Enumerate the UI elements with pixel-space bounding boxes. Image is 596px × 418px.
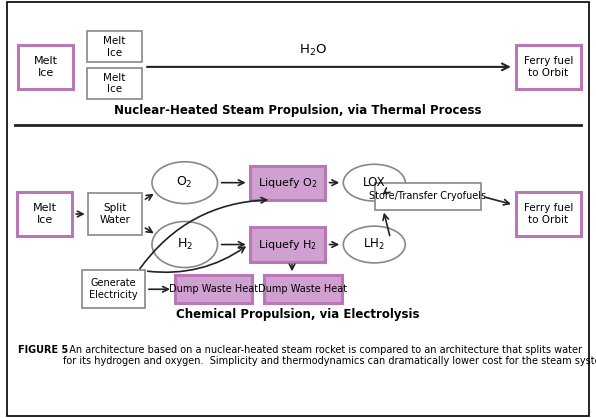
Text: Split
Water: Split Water [100, 203, 131, 225]
Bar [516, 192, 581, 236]
Text: An architecture based on a nuclear-heated steam rocket is compared to an archite: An architecture based on a nuclear-heate… [63, 345, 596, 367]
Bar [87, 68, 142, 99]
Text: Generate
Electricity: Generate Electricity [89, 278, 138, 300]
Ellipse shape [343, 226, 405, 263]
Ellipse shape [152, 222, 218, 268]
Text: Liquefy O$_2$: Liquefy O$_2$ [257, 176, 317, 190]
Text: Nuclear-Heated Steam Propulsion, via Thermal Process: Nuclear-Heated Steam Propulsion, via The… [114, 104, 482, 117]
Bar [18, 45, 73, 89]
Ellipse shape [343, 164, 405, 201]
Bar [264, 275, 342, 303]
Text: Dump Waste Heat: Dump Waste Heat [258, 284, 347, 294]
Text: Melt
Ice: Melt Ice [33, 203, 57, 225]
Text: Melt
Ice: Melt Ice [34, 56, 58, 78]
Text: Dump Waste Heat: Dump Waste Heat [169, 284, 258, 294]
Text: Melt
Ice: Melt Ice [103, 73, 126, 94]
Bar [87, 31, 142, 62]
Text: Store/Transfer Cryofuels: Store/Transfer Cryofuels [370, 191, 486, 201]
Text: H$_2$O: H$_2$O [299, 43, 327, 58]
Bar [250, 166, 324, 200]
Bar [82, 270, 144, 308]
Text: O$_2$: O$_2$ [176, 175, 193, 190]
Ellipse shape [152, 162, 218, 204]
Text: Ferry fuel
to Orbit: Ferry fuel to Orbit [524, 56, 573, 78]
Bar [516, 45, 581, 89]
Text: H$_2$: H$_2$ [176, 237, 193, 252]
Text: LH$_2$: LH$_2$ [364, 237, 385, 252]
Bar [250, 227, 324, 262]
Bar [375, 183, 481, 210]
Bar [88, 193, 142, 235]
Bar [175, 275, 252, 303]
Text: LOX: LOX [363, 176, 386, 189]
Text: Liquefy H$_2$: Liquefy H$_2$ [258, 237, 316, 252]
Text: FIGURE 5: FIGURE 5 [18, 345, 68, 355]
Text: Melt
Ice: Melt Ice [103, 36, 126, 58]
Text: Ferry fuel
to Orbit: Ferry fuel to Orbit [524, 203, 573, 225]
Text: Chemical Propulsion, via Electrolysis: Chemical Propulsion, via Electrolysis [176, 308, 420, 321]
Bar [17, 192, 72, 236]
